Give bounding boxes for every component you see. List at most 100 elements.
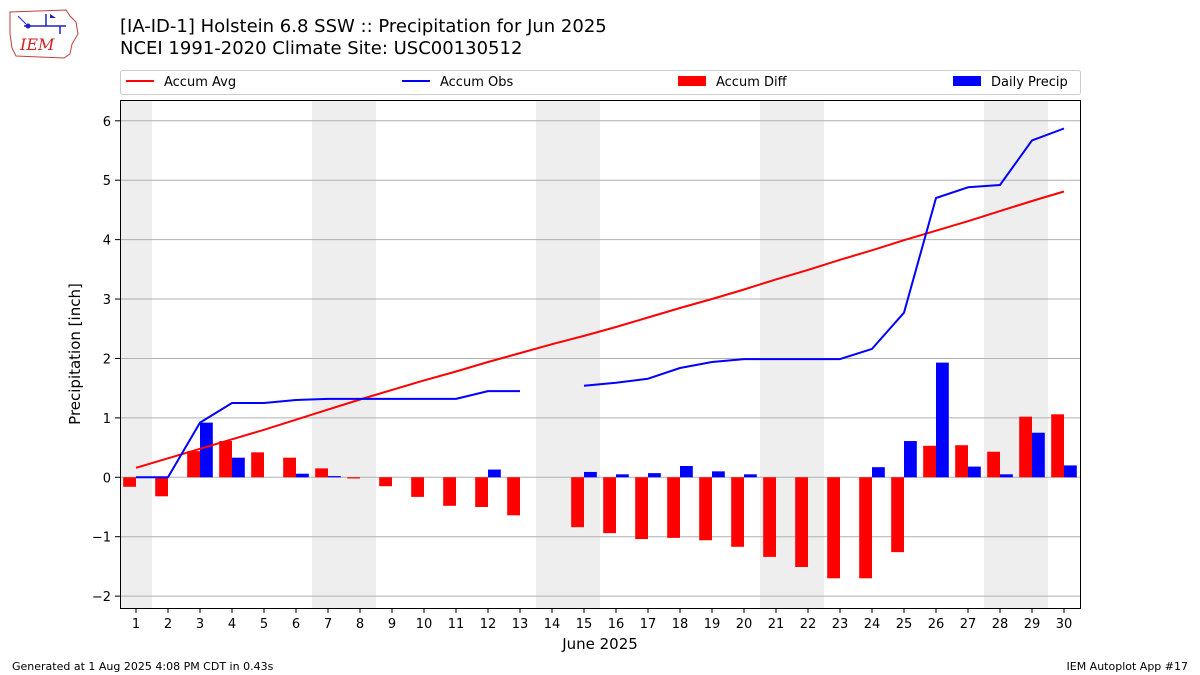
- plot-frame: [120, 100, 1081, 609]
- x-tick-label: 18: [672, 617, 689, 632]
- accum-diff-bar: [155, 477, 168, 497]
- daily-precip-bar: [744, 474, 757, 478]
- legend-entry-diff: Accum Diff: [678, 75, 788, 90]
- accum-diff-bar: [731, 477, 744, 547]
- x-tick-label: 30: [1056, 617, 1073, 632]
- x-tick-label: 8: [356, 617, 364, 632]
- legend-entry-avg: Accum Avg: [126, 75, 236, 90]
- y-tick-label: 1: [103, 412, 111, 427]
- y-tick-label: 6: [103, 115, 111, 130]
- y-axis: −2 −1 0 1 2 3 4 5 6: [92, 115, 120, 605]
- gridlines: [120, 120, 1080, 597]
- legend-entry-obs: Accum Obs: [402, 75, 513, 90]
- weekend-band: [312, 100, 376, 608]
- weekend-band: [984, 100, 1048, 608]
- x-tick-label: 4: [228, 617, 236, 632]
- weekend-band: [536, 100, 600, 608]
- daily-precip-bar: [872, 467, 885, 478]
- x-tick-label: 23: [832, 617, 849, 632]
- daily-precip-bar: [584, 471, 597, 478]
- daily-precip-bar: [936, 362, 949, 478]
- x-tick-label: 26: [928, 617, 945, 632]
- daily-precip-bar: [904, 441, 917, 478]
- x-tick-label: 28: [992, 617, 1009, 632]
- x-tick-label: 10: [416, 617, 433, 632]
- accum-diff-bar: [315, 468, 328, 478]
- x-tick-label: 3: [196, 617, 204, 632]
- daily-precip-bar: [648, 473, 661, 478]
- x-tick-label: 16: [608, 617, 625, 632]
- accum-diff-bar: [187, 451, 200, 478]
- x-axis: 1 2 3 4 5 6 7 8 9 10 11 12 13 14 15 16 17 18 19 20 21 22 23 24 2…: [132, 608, 1072, 632]
- daily-precip-bar: [200, 422, 213, 478]
- title-line-1: [IA-ID-1] Holstein 6.8 SSW :: Precipitat…: [120, 16, 607, 37]
- accum-diff-bar: [411, 477, 424, 497]
- daily-precip-bar: [1000, 474, 1013, 478]
- legend-daily-swatch: [953, 76, 981, 86]
- x-tick-label: 22: [800, 617, 817, 632]
- legend-frame: [120, 70, 1081, 95]
- y-tick-label: 3: [103, 293, 111, 308]
- x-tick-label: 24: [864, 617, 881, 632]
- accum-diff-bar: [763, 477, 776, 557]
- x-axis-label: June 2025: [561, 635, 638, 653]
- daily-precip-bar: [296, 473, 309, 478]
- x-tick-label: 11: [448, 617, 465, 632]
- accum-diff-bar: [251, 452, 264, 478]
- logo-text: IEM: [19, 35, 55, 54]
- y-axis-label: Precipitation [inch]: [66, 283, 84, 425]
- daily-precip-bar: [616, 474, 629, 478]
- accum-diff-bar: [1019, 416, 1032, 478]
- accum-diff-bar: [123, 477, 136, 487]
- accum-obs-line: [583, 127, 1065, 387]
- legend-entry-daily: Daily Precip: [953, 75, 1068, 90]
- lines-layer: [135, 127, 1065, 479]
- x-tick-label: 19: [704, 617, 721, 632]
- accum-diff-bar: [571, 477, 584, 528]
- accum-diff-bar: [219, 441, 232, 478]
- accum-diff-bar: [1051, 414, 1064, 478]
- weekend-band: [120, 100, 152, 608]
- accum-diff-bar: [443, 477, 456, 506]
- accum-diff-bar: [827, 477, 840, 579]
- title-line-2: NCEI 1991-2020 Climate Site: USC00130512: [120, 38, 523, 59]
- x-tick-label: 29: [1024, 617, 1041, 632]
- bars-layer: [123, 362, 1077, 579]
- accum-diff-bar: [347, 477, 360, 479]
- x-tick-label: 2: [164, 617, 172, 632]
- x-tick-label: 14: [544, 617, 561, 632]
- weekend-bands: [120, 100, 1048, 608]
- x-tick-label: 25: [896, 617, 913, 632]
- x-tick-label: 13: [512, 617, 529, 632]
- x-tick-label: 17: [640, 617, 657, 632]
- y-tick-label: 4: [103, 234, 111, 249]
- x-tick-label: 21: [768, 617, 785, 632]
- daily-precip-bar: [712, 471, 725, 478]
- x-tick-label: 7: [324, 617, 332, 632]
- accum-diff-bar: [379, 477, 392, 487]
- legend: Accum Avg Accum Obs Accum Diff Daily Pre…: [120, 70, 1081, 95]
- daily-precip-bar: [968, 466, 981, 478]
- y-tick-label: −1: [92, 531, 111, 546]
- accum-diff-bar: [891, 477, 904, 553]
- daily-precip-bar: [1064, 465, 1077, 478]
- x-tick-label: 6: [292, 617, 300, 632]
- iem-logo: IEM: [6, 4, 82, 60]
- x-tick-label: 15: [576, 617, 593, 632]
- x-tick-label: 9: [388, 617, 396, 632]
- y-tick-label: 0: [103, 471, 111, 486]
- y-tick-label: 5: [103, 174, 111, 189]
- chart-title: [IA-ID-1] Holstein 6.8 SSW :: Precipitat…: [120, 16, 607, 60]
- daily-precip-bar: [1032, 432, 1045, 478]
- x-tick-label: 27: [960, 617, 977, 632]
- x-tick-label: 20: [736, 617, 753, 632]
- accum-diff-bar: [507, 477, 520, 516]
- accum-diff-bar: [667, 477, 680, 538]
- accum-diff-bar: [475, 477, 488, 507]
- daily-precip-bar: [328, 476, 341, 478]
- x-tick-label: 1: [132, 617, 140, 632]
- accum-obs-line: [136, 390, 520, 479]
- accum-diff-bar: [603, 477, 616, 534]
- accum-avg-line: [135, 190, 1065, 469]
- y-tick-label: 2: [103, 352, 111, 367]
